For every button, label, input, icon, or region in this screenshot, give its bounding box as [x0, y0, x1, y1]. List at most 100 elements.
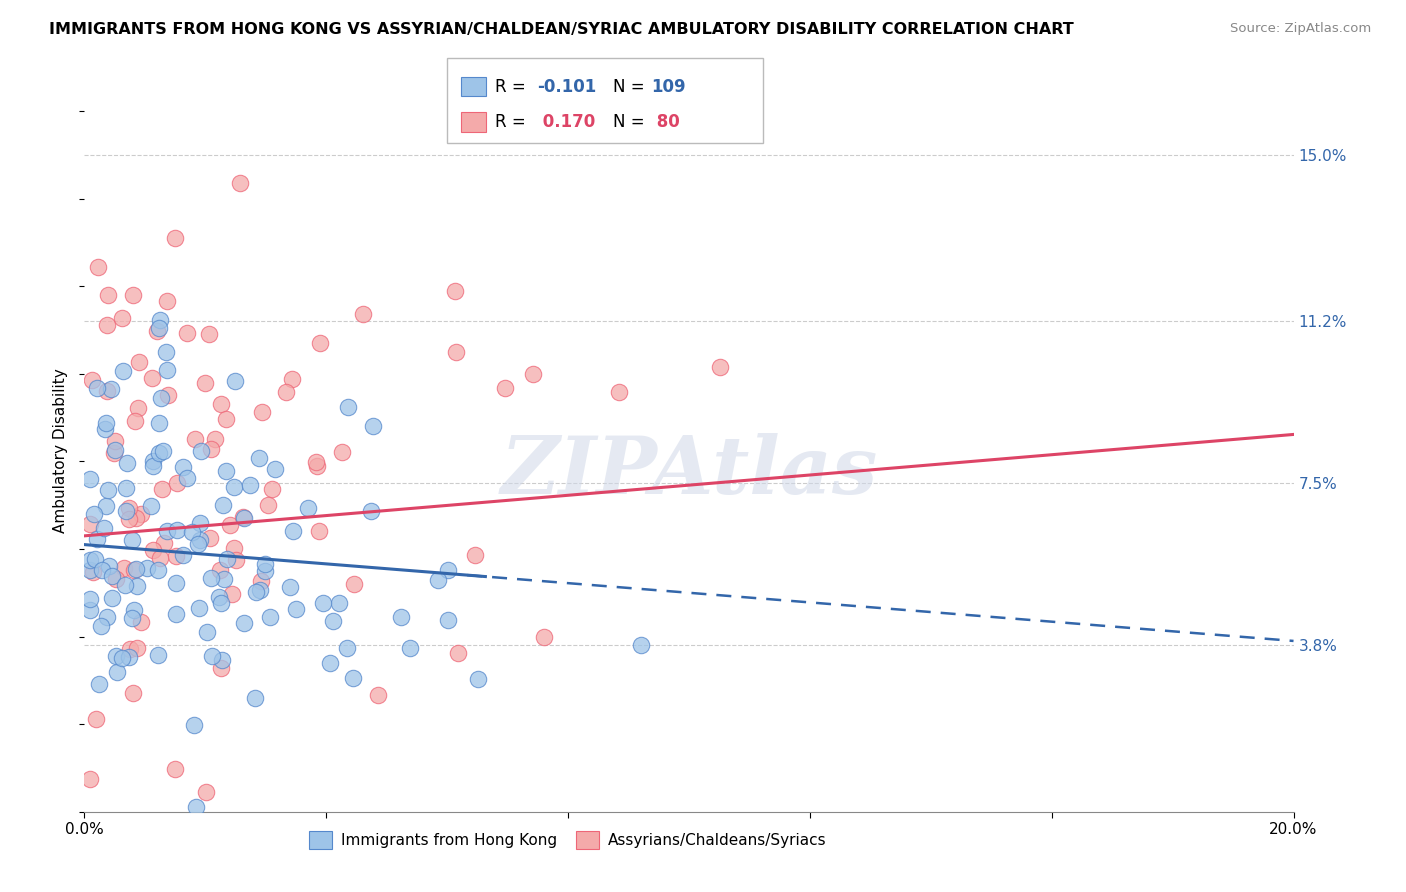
Point [93, 521, 115, 535]
Point [312, 596, 335, 610]
Point [330, 445, 353, 459]
Text: -0.101: -0.101 [537, 78, 596, 95]
Point [122, 686, 145, 700]
Point [94, 422, 117, 436]
Point [79, 516, 101, 531]
Text: ZIPAtlas: ZIPAtlas [501, 434, 877, 511]
Point [142, 454, 165, 468]
Point [467, 672, 489, 686]
Point [444, 284, 467, 298]
Point [214, 572, 236, 586]
Point [494, 381, 516, 395]
Point [105, 665, 128, 679]
Point [84, 552, 107, 566]
Text: 0.170: 0.170 [537, 113, 595, 131]
Point [87, 677, 110, 691]
Point [86, 381, 108, 395]
Point [141, 499, 163, 513]
Point [245, 585, 267, 599]
Point [156, 524, 179, 538]
Point [105, 572, 128, 586]
Point [146, 648, 169, 662]
Point [190, 444, 212, 458]
Point [221, 587, 243, 601]
Point [195, 785, 218, 799]
Point [709, 360, 731, 375]
Text: 109: 109 [651, 78, 686, 95]
Point [94, 417, 117, 431]
Point [155, 344, 177, 359]
Point [222, 541, 245, 556]
Point [104, 442, 127, 457]
Point [121, 533, 143, 547]
Point [149, 551, 172, 566]
Point [209, 597, 232, 611]
Point [187, 537, 209, 551]
Point [180, 525, 202, 540]
Point [122, 602, 145, 616]
Point [360, 504, 382, 518]
Point [115, 457, 138, 471]
Point [165, 549, 187, 563]
Point [79, 563, 101, 577]
Point [127, 401, 149, 415]
Point [176, 326, 198, 341]
Point [209, 563, 232, 577]
Point [101, 591, 124, 605]
Point [188, 533, 211, 547]
Point [607, 384, 630, 399]
Point [427, 574, 450, 588]
Point [367, 688, 389, 702]
Point [336, 641, 359, 656]
Point [82, 374, 104, 388]
Point [437, 613, 460, 627]
Point [188, 516, 211, 530]
Point [91, 563, 114, 577]
Point [389, 609, 412, 624]
Point [250, 574, 273, 588]
Point [353, 307, 375, 321]
Point [156, 294, 179, 309]
Point [124, 563, 146, 577]
Point [79, 591, 101, 606]
Point [165, 575, 187, 590]
Point [172, 548, 194, 562]
Point [243, 690, 266, 705]
Point [187, 601, 209, 615]
Point [219, 517, 242, 532]
Point [97, 483, 120, 498]
Point [281, 524, 304, 538]
Point [204, 433, 226, 447]
Point [142, 458, 165, 473]
Point [165, 607, 187, 622]
Point [114, 578, 136, 592]
Point [319, 657, 342, 671]
Point [103, 434, 125, 449]
Legend: Immigrants from Hong Kong, Assyrians/Chaldeans/Syriacs: Immigrants from Hong Kong, Assyrians/Cha… [304, 825, 832, 855]
Point [96, 318, 118, 333]
Point [195, 625, 218, 640]
Point [232, 510, 254, 524]
Point [111, 311, 134, 326]
Point [278, 580, 301, 594]
Point [209, 397, 232, 411]
Point [84, 713, 107, 727]
Point [125, 511, 148, 525]
Point [284, 602, 307, 616]
Point [264, 462, 287, 476]
Point [121, 288, 143, 302]
Point [142, 542, 165, 557]
Point [224, 375, 246, 389]
Point [297, 501, 319, 516]
Point [215, 464, 238, 478]
Point [166, 524, 188, 538]
Point [114, 504, 136, 518]
Point [249, 583, 271, 598]
Point [148, 320, 170, 334]
Point [522, 367, 544, 381]
Point [83, 507, 105, 521]
Text: 80: 80 [651, 113, 679, 131]
Point [184, 433, 207, 447]
Point [259, 609, 281, 624]
Text: R =: R = [495, 78, 531, 95]
